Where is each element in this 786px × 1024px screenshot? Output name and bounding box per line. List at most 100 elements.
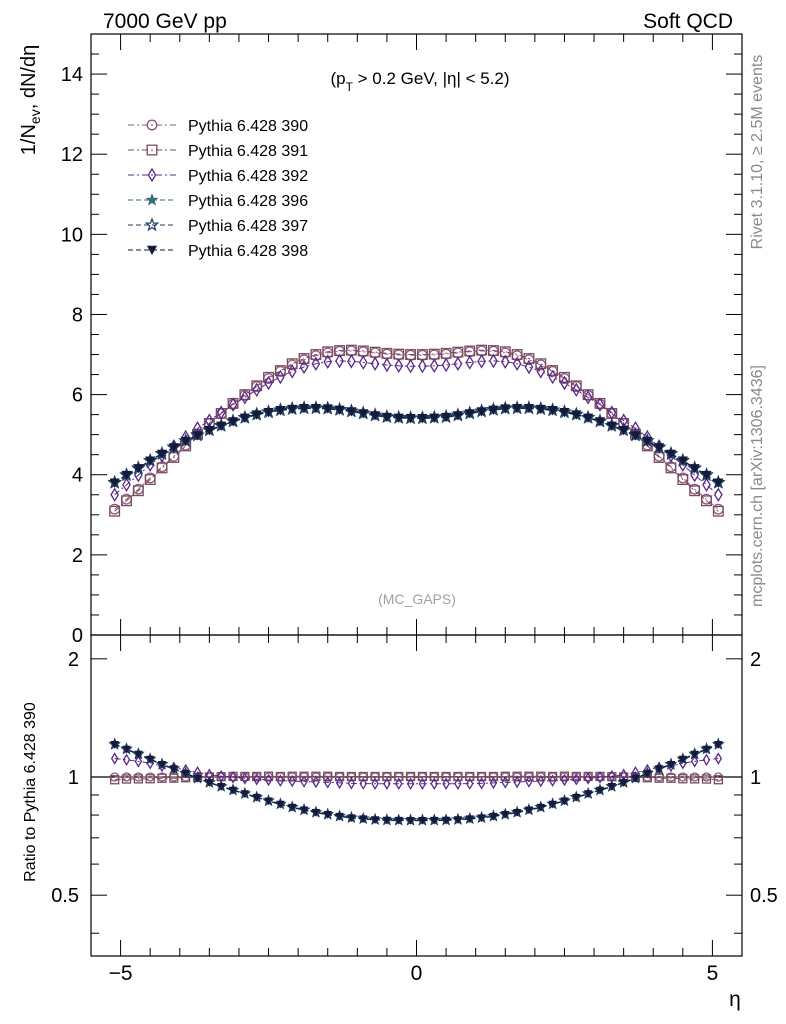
data-point <box>144 474 156 485</box>
data-point <box>713 487 723 503</box>
ratio-point <box>418 777 427 790</box>
ratio-point <box>299 771 309 781</box>
ratio-point <box>488 771 499 782</box>
ratio-point <box>453 816 463 824</box>
ratio-point <box>678 755 688 764</box>
ratio-point <box>358 815 368 824</box>
header-right: Soft QCD <box>643 10 733 33</box>
data-point <box>405 414 416 424</box>
series-4 <box>108 401 725 826</box>
data-point <box>156 462 168 474</box>
data-point <box>418 358 427 374</box>
ratio-point <box>145 755 155 764</box>
ratio-point <box>701 774 712 784</box>
legend: Pythia 6.428 390 Pythia 6.428 391 Pythia 6… <box>128 118 308 260</box>
data-point <box>276 369 285 385</box>
ratio-line <box>114 744 719 821</box>
data-point <box>227 417 239 427</box>
ratio-point <box>229 771 237 784</box>
data-point <box>582 389 594 401</box>
ratio-point <box>216 783 226 791</box>
ratio-point <box>382 771 392 782</box>
data-point <box>417 414 428 424</box>
ratio-point <box>418 816 427 825</box>
data-point <box>299 359 309 375</box>
ratio-point <box>370 816 380 824</box>
data-point <box>523 353 535 364</box>
data-point <box>287 404 298 415</box>
header-left: 7000 GeV pp <box>103 10 227 33</box>
ratio-point <box>346 771 357 782</box>
data-point <box>511 349 523 360</box>
ratio-point <box>110 775 120 785</box>
data-point <box>287 364 297 379</box>
ratio-point <box>323 771 333 781</box>
ratio-y-tick-label-right: 1 <box>750 767 761 789</box>
ratio-point <box>417 771 428 782</box>
ratio-point <box>359 777 367 790</box>
ratio-point <box>122 745 131 754</box>
data-point <box>560 375 569 391</box>
data-point <box>286 358 298 370</box>
ratio-point <box>121 774 132 784</box>
legend-entry: Pythia 6.428 392 <box>128 167 308 185</box>
data-point <box>204 426 215 436</box>
ratio-point <box>536 771 546 781</box>
ratio-point <box>406 816 415 825</box>
series-line <box>114 408 719 484</box>
ratio-point <box>157 760 167 769</box>
legend-entry: Pythia 6.428 396 <box>128 193 308 210</box>
ratio-point <box>311 771 321 781</box>
cut-label: (pT > 0.2 GeV, |η| < 5.2) <box>330 69 509 94</box>
ratio-point <box>690 774 700 784</box>
data-point <box>429 358 439 374</box>
ratio-point <box>122 753 131 767</box>
ratio-point <box>500 771 510 781</box>
ratio-point <box>430 816 439 825</box>
ratio-point <box>512 809 522 817</box>
ratio-point <box>571 771 581 782</box>
ratio-point <box>525 775 533 788</box>
data-point <box>665 462 677 474</box>
ratio-point <box>466 777 474 790</box>
ratio-point <box>311 809 321 817</box>
ratio-point <box>394 771 404 782</box>
data-point <box>618 426 629 436</box>
ratio-point <box>454 777 462 790</box>
ratio-point <box>264 773 273 787</box>
data-point <box>512 356 522 372</box>
ratio-y-tick-label: 2 <box>68 649 79 671</box>
ratio-point <box>584 772 592 785</box>
data-point <box>192 431 203 441</box>
ratio-point <box>406 777 415 790</box>
ratio-point <box>358 771 368 782</box>
main-y-tick-label: 12 <box>61 144 83 166</box>
data-point <box>311 356 321 372</box>
data-point <box>677 456 688 466</box>
ratio-point <box>643 769 652 778</box>
mcplots-label: mcplots.cern.ch [arXiv:1306.3436] <box>749 365 766 607</box>
ratio-point <box>335 812 344 821</box>
ratio-point <box>252 771 262 782</box>
legend-label: Pythia 6.428 397 <box>188 218 308 235</box>
x-axis-label: η <box>729 988 741 1011</box>
ratio-point <box>133 774 143 784</box>
ratio-point <box>560 797 569 806</box>
ratio-point <box>252 772 261 786</box>
data-point <box>452 411 464 421</box>
data-point <box>358 409 369 419</box>
data-point <box>548 369 557 385</box>
ratio-point <box>537 774 545 788</box>
series-2 <box>109 344 724 785</box>
ratio-frame <box>90 634 743 957</box>
ratio-point <box>501 811 510 819</box>
data-point <box>702 477 711 493</box>
data-point <box>500 404 511 414</box>
data-point <box>109 478 120 488</box>
data-point <box>594 417 606 427</box>
data-point <box>121 495 132 507</box>
data-point <box>406 358 415 374</box>
data-point <box>298 353 310 364</box>
data-point <box>370 356 380 372</box>
ratio-point <box>595 786 605 795</box>
